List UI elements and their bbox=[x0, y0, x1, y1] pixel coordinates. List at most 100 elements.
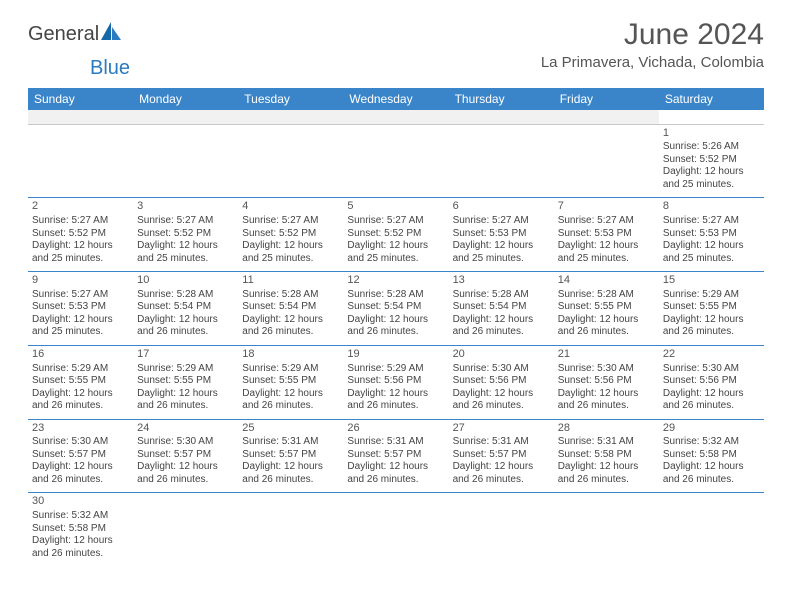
calendar-cell: 23Sunrise: 5:30 AMSunset: 5:57 PMDayligh… bbox=[28, 419, 133, 493]
cell-text: and 25 minutes. bbox=[453, 253, 550, 266]
calendar-cell: 5Sunrise: 5:27 AMSunset: 5:52 PMDaylight… bbox=[343, 198, 448, 272]
cell-text: Daylight: 12 hours bbox=[347, 461, 444, 474]
day-number: 21 bbox=[558, 348, 655, 362]
day-number: 20 bbox=[453, 348, 550, 362]
cell-text: and 26 minutes. bbox=[347, 326, 444, 339]
cell-text: Sunrise: 5:29 AM bbox=[347, 363, 444, 376]
calendar-cell bbox=[343, 124, 448, 198]
cell-text: and 25 minutes. bbox=[137, 253, 234, 266]
cell-text: Sunrise: 5:27 AM bbox=[242, 215, 339, 228]
calendar-cell: 19Sunrise: 5:29 AMSunset: 5:56 PMDayligh… bbox=[343, 345, 448, 419]
cell-text: Sunset: 5:58 PM bbox=[558, 449, 655, 462]
day-number: 23 bbox=[32, 422, 129, 436]
blank-cell bbox=[449, 110, 554, 124]
cell-text: Sunset: 5:54 PM bbox=[453, 301, 550, 314]
calendar-cell bbox=[554, 124, 659, 198]
calendar-table: Sunday Monday Tuesday Wednesday Thursday… bbox=[28, 88, 764, 566]
calendar-cell: 15Sunrise: 5:29 AMSunset: 5:55 PMDayligh… bbox=[659, 272, 764, 346]
cell-text: and 26 minutes. bbox=[558, 400, 655, 413]
cell-text: Daylight: 12 hours bbox=[453, 388, 550, 401]
calendar-cell bbox=[238, 124, 343, 198]
cell-text: Daylight: 12 hours bbox=[558, 461, 655, 474]
cell-text: Daylight: 12 hours bbox=[558, 388, 655, 401]
blank-cell bbox=[133, 110, 238, 124]
title-block: June 2024 La Primavera, Vichada, Colombi… bbox=[541, 18, 764, 71]
cell-text: Sunset: 5:56 PM bbox=[347, 375, 444, 388]
calendar-cell: 2Sunrise: 5:27 AMSunset: 5:52 PMDaylight… bbox=[28, 198, 133, 272]
cell-text: Sunrise: 5:31 AM bbox=[453, 436, 550, 449]
calendar-row: 30Sunrise: 5:32 AMSunset: 5:58 PMDayligh… bbox=[28, 493, 764, 566]
calendar-cell: 11Sunrise: 5:28 AMSunset: 5:54 PMDayligh… bbox=[238, 272, 343, 346]
day-number: 25 bbox=[242, 422, 339, 436]
blank-cell bbox=[554, 110, 659, 124]
title-location: La Primavera, Vichada, Colombia bbox=[541, 54, 764, 71]
cell-text: and 26 minutes. bbox=[663, 400, 760, 413]
cell-text: Sunset: 5:58 PM bbox=[32, 523, 129, 536]
cell-text: Sunrise: 5:28 AM bbox=[242, 289, 339, 302]
cell-text: Sunrise: 5:27 AM bbox=[663, 215, 760, 228]
cell-text: and 26 minutes. bbox=[347, 400, 444, 413]
cell-text: Daylight: 12 hours bbox=[137, 461, 234, 474]
calendar-cell bbox=[449, 124, 554, 198]
logo-text-general: General bbox=[28, 23, 99, 46]
day-number: 13 bbox=[453, 274, 550, 288]
calendar-cell: 18Sunrise: 5:29 AMSunset: 5:55 PMDayligh… bbox=[238, 345, 343, 419]
cell-text: and 26 minutes. bbox=[242, 474, 339, 487]
cell-text: Sunrise: 5:27 AM bbox=[347, 215, 444, 228]
cell-text: Daylight: 12 hours bbox=[663, 461, 760, 474]
day-number: 2 bbox=[32, 200, 129, 214]
cell-text: Sunrise: 5:32 AM bbox=[32, 510, 129, 523]
cell-text: and 26 minutes. bbox=[453, 400, 550, 413]
day-number: 1 bbox=[663, 127, 760, 141]
calendar-cell: 27Sunrise: 5:31 AMSunset: 5:57 PMDayligh… bbox=[449, 419, 554, 493]
calendar-cell: 13Sunrise: 5:28 AMSunset: 5:54 PMDayligh… bbox=[449, 272, 554, 346]
cell-text: and 26 minutes. bbox=[453, 474, 550, 487]
weekday-header: Tuesday bbox=[238, 88, 343, 110]
cell-text: Daylight: 12 hours bbox=[32, 388, 129, 401]
cell-text: Sunrise: 5:29 AM bbox=[32, 363, 129, 376]
cell-text: and 25 minutes. bbox=[663, 179, 760, 192]
cell-text: Sunset: 5:56 PM bbox=[453, 375, 550, 388]
calendar-cell: 3Sunrise: 5:27 AMSunset: 5:52 PMDaylight… bbox=[133, 198, 238, 272]
cell-text: Sunrise: 5:27 AM bbox=[32, 215, 129, 228]
calendar-cell: 10Sunrise: 5:28 AMSunset: 5:54 PMDayligh… bbox=[133, 272, 238, 346]
cell-text: Daylight: 12 hours bbox=[32, 535, 129, 548]
cell-text: and 26 minutes. bbox=[137, 326, 234, 339]
cell-text: Daylight: 12 hours bbox=[32, 461, 129, 474]
cell-text: Daylight: 12 hours bbox=[453, 461, 550, 474]
day-number: 11 bbox=[242, 274, 339, 288]
blank-cell bbox=[238, 110, 343, 124]
cell-text: Sunrise: 5:29 AM bbox=[242, 363, 339, 376]
cell-text: and 25 minutes. bbox=[663, 253, 760, 266]
cell-text: Sunset: 5:52 PM bbox=[663, 154, 760, 167]
cell-text: and 26 minutes. bbox=[242, 326, 339, 339]
calendar-cell bbox=[343, 493, 448, 566]
day-number: 4 bbox=[242, 200, 339, 214]
calendar-cell: 17Sunrise: 5:29 AMSunset: 5:55 PMDayligh… bbox=[133, 345, 238, 419]
cell-text: and 26 minutes. bbox=[242, 400, 339, 413]
cell-text: Sunrise: 5:30 AM bbox=[663, 363, 760, 376]
calendar-cell: 28Sunrise: 5:31 AMSunset: 5:58 PMDayligh… bbox=[554, 419, 659, 493]
cell-text: Daylight: 12 hours bbox=[663, 388, 760, 401]
day-number: 6 bbox=[453, 200, 550, 214]
day-number: 5 bbox=[347, 200, 444, 214]
cell-text: and 25 minutes. bbox=[242, 253, 339, 266]
cell-text: Sunrise: 5:27 AM bbox=[453, 215, 550, 228]
day-number: 19 bbox=[347, 348, 444, 362]
cell-text: Sunrise: 5:28 AM bbox=[558, 289, 655, 302]
cell-text: Daylight: 12 hours bbox=[32, 240, 129, 253]
calendar-row: 1Sunrise: 5:26 AMSunset: 5:52 PMDaylight… bbox=[28, 124, 764, 198]
cell-text: Sunset: 5:54 PM bbox=[347, 301, 444, 314]
cell-text: Sunrise: 5:30 AM bbox=[32, 436, 129, 449]
calendar-cell: 29Sunrise: 5:32 AMSunset: 5:58 PMDayligh… bbox=[659, 419, 764, 493]
cell-text: Sunset: 5:56 PM bbox=[663, 375, 760, 388]
title-month: June 2024 bbox=[541, 18, 764, 52]
cell-text: and 26 minutes. bbox=[347, 474, 444, 487]
calendar-cell: 20Sunrise: 5:30 AMSunset: 5:56 PMDayligh… bbox=[449, 345, 554, 419]
cell-text: Daylight: 12 hours bbox=[242, 461, 339, 474]
cell-text: and 26 minutes. bbox=[663, 326, 760, 339]
cell-text: Sunset: 5:52 PM bbox=[347, 228, 444, 241]
day-number: 14 bbox=[558, 274, 655, 288]
day-number: 22 bbox=[663, 348, 760, 362]
calendar-cell: 4Sunrise: 5:27 AMSunset: 5:52 PMDaylight… bbox=[238, 198, 343, 272]
